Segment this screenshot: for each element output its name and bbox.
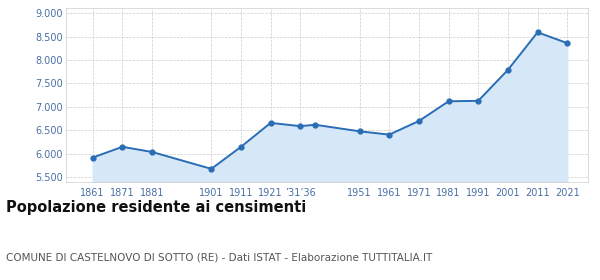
Text: Popolazione residente ai censimenti: Popolazione residente ai censimenti: [6, 200, 306, 215]
Text: COMUNE DI CASTELNOVO DI SOTTO (RE) - Dati ISTAT - Elaborazione TUTTITALIA.IT: COMUNE DI CASTELNOVO DI SOTTO (RE) - Dat…: [6, 252, 432, 262]
